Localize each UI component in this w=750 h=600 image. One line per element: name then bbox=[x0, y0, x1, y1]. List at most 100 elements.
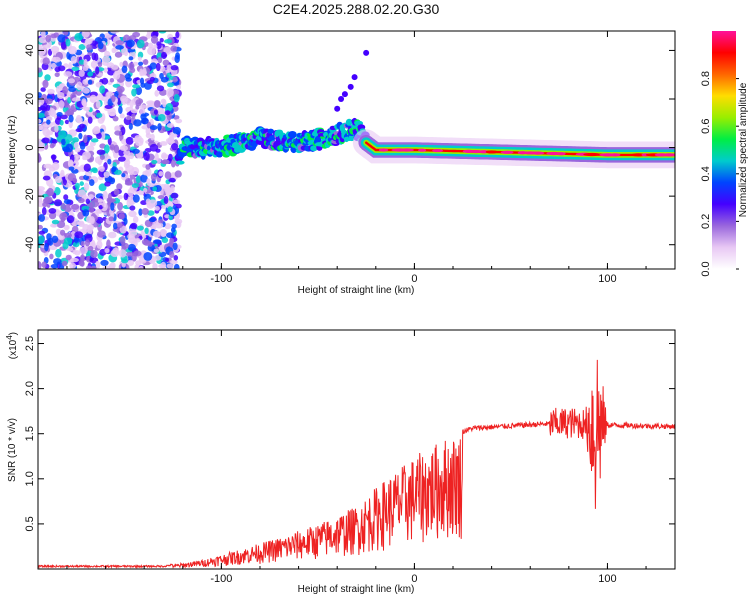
noise-blob bbox=[173, 255, 179, 261]
noise-blob bbox=[68, 247, 74, 252]
noise-blob bbox=[128, 122, 133, 130]
spectrogram-y-tick-label: -40 bbox=[24, 237, 36, 253]
noise-blob bbox=[132, 216, 139, 224]
noise-blob bbox=[51, 235, 59, 244]
harmonic-blob bbox=[334, 105, 341, 112]
noise-blob bbox=[138, 265, 144, 269]
noise-blob bbox=[125, 136, 134, 145]
noise-blob bbox=[38, 196, 43, 203]
colorbar-tick-label: 0.4 bbox=[700, 166, 712, 181]
noise-blob bbox=[119, 145, 128, 152]
noise-blob bbox=[118, 249, 127, 258]
ridge-peak bbox=[418, 148, 427, 152]
noise-blob bbox=[53, 199, 63, 207]
spectrogram-x-tick-label: -100 bbox=[210, 273, 232, 285]
snr-frame bbox=[37, 329, 676, 570]
noise-blob bbox=[138, 208, 143, 216]
svg-text:(x104): (x104) bbox=[5, 332, 19, 359]
noise-blob bbox=[111, 166, 117, 173]
noise-blob bbox=[170, 159, 176, 168]
ridge-peak bbox=[500, 150, 514, 154]
noise-blob bbox=[38, 118, 42, 124]
noise-blob bbox=[38, 230, 46, 235]
noise-blob bbox=[38, 186, 45, 192]
snr-y-ticks: 0.5 1.0 1.5 2.0 2.5 bbox=[24, 336, 675, 532]
noise-blob bbox=[45, 34, 52, 43]
noise-blob bbox=[80, 240, 85, 247]
noise-blob bbox=[82, 156, 88, 161]
noise-blob bbox=[140, 174, 148, 183]
noise-blob bbox=[126, 251, 135, 257]
noise-blob bbox=[77, 189, 87, 198]
noise-blob bbox=[63, 31, 69, 36]
snr-x-tick-label: 0 bbox=[411, 573, 417, 585]
noise-blob bbox=[96, 240, 103, 249]
noise-blob bbox=[42, 201, 48, 208]
noise-blob bbox=[82, 79, 89, 85]
noise-blob bbox=[142, 67, 147, 76]
noise-blob bbox=[150, 173, 157, 181]
noise-blob bbox=[85, 198, 91, 205]
noise-blob bbox=[153, 44, 158, 49]
noise-blob bbox=[59, 212, 68, 221]
noise-blob bbox=[174, 54, 180, 64]
noise-blob bbox=[84, 170, 93, 177]
noise-blob bbox=[87, 116, 93, 124]
noise-blob bbox=[88, 206, 95, 213]
noise-blob bbox=[100, 259, 109, 266]
ridge-blob bbox=[310, 145, 318, 152]
ridge-peak bbox=[661, 153, 675, 157]
noise-blob bbox=[103, 67, 108, 73]
noise-blob bbox=[38, 224, 43, 230]
noise-blob bbox=[53, 258, 62, 265]
noise-blob bbox=[129, 222, 138, 230]
noise-blob bbox=[79, 141, 86, 150]
noise-blob bbox=[84, 239, 91, 247]
noise-blob bbox=[65, 38, 71, 47]
noise-blob bbox=[131, 183, 139, 189]
noise-blob bbox=[104, 181, 111, 187]
noise-blob bbox=[64, 119, 70, 125]
noise-blob bbox=[118, 105, 123, 114]
noise-blob bbox=[60, 41, 67, 50]
noise-blob bbox=[162, 59, 170, 66]
noise-blob bbox=[167, 82, 174, 88]
snr-x-tick-label: -100 bbox=[210, 573, 232, 585]
noise-blob bbox=[51, 139, 58, 144]
noise-blob bbox=[96, 149, 106, 155]
snr-x-tick-label: 100 bbox=[598, 573, 616, 585]
noise-blob bbox=[67, 78, 76, 84]
noise-blob bbox=[157, 195, 165, 200]
ridge-blob bbox=[345, 118, 353, 126]
noise-blob bbox=[149, 76, 155, 82]
noise-blob bbox=[140, 117, 149, 125]
snr-scale-close: ) bbox=[8, 332, 19, 335]
snr-y-label: SNR (10 * v/v) bbox=[7, 418, 18, 482]
noise-blob bbox=[42, 45, 47, 54]
noise-blob bbox=[128, 210, 137, 218]
noise-blob bbox=[115, 40, 124, 46]
colorbar-tick-label: 0.0 bbox=[700, 261, 712, 276]
noise-blob bbox=[71, 97, 81, 102]
noise-blob bbox=[154, 254, 162, 261]
snr-y-tick-label: 2.5 bbox=[24, 336, 36, 351]
noise-blob bbox=[165, 88, 174, 97]
noise-blob bbox=[126, 259, 135, 267]
noise-blob bbox=[74, 182, 80, 190]
noise-blob bbox=[86, 44, 93, 51]
noise-blob bbox=[79, 181, 84, 186]
noise-blob bbox=[87, 245, 94, 252]
noise-blob bbox=[83, 134, 88, 144]
noise-blob bbox=[143, 152, 150, 161]
noise-blob bbox=[157, 123, 162, 131]
spectrogram-marks bbox=[38, 31, 675, 269]
ridge-blob bbox=[287, 130, 297, 139]
noise-blob bbox=[156, 41, 162, 50]
noise-blob bbox=[74, 147, 81, 153]
noise-blob bbox=[156, 85, 165, 92]
noise-blob bbox=[171, 143, 178, 151]
noise-blob bbox=[140, 200, 148, 206]
noise-blob bbox=[103, 171, 110, 177]
noise-blob bbox=[131, 88, 137, 97]
snr-scale-note: (x104) bbox=[5, 332, 19, 359]
